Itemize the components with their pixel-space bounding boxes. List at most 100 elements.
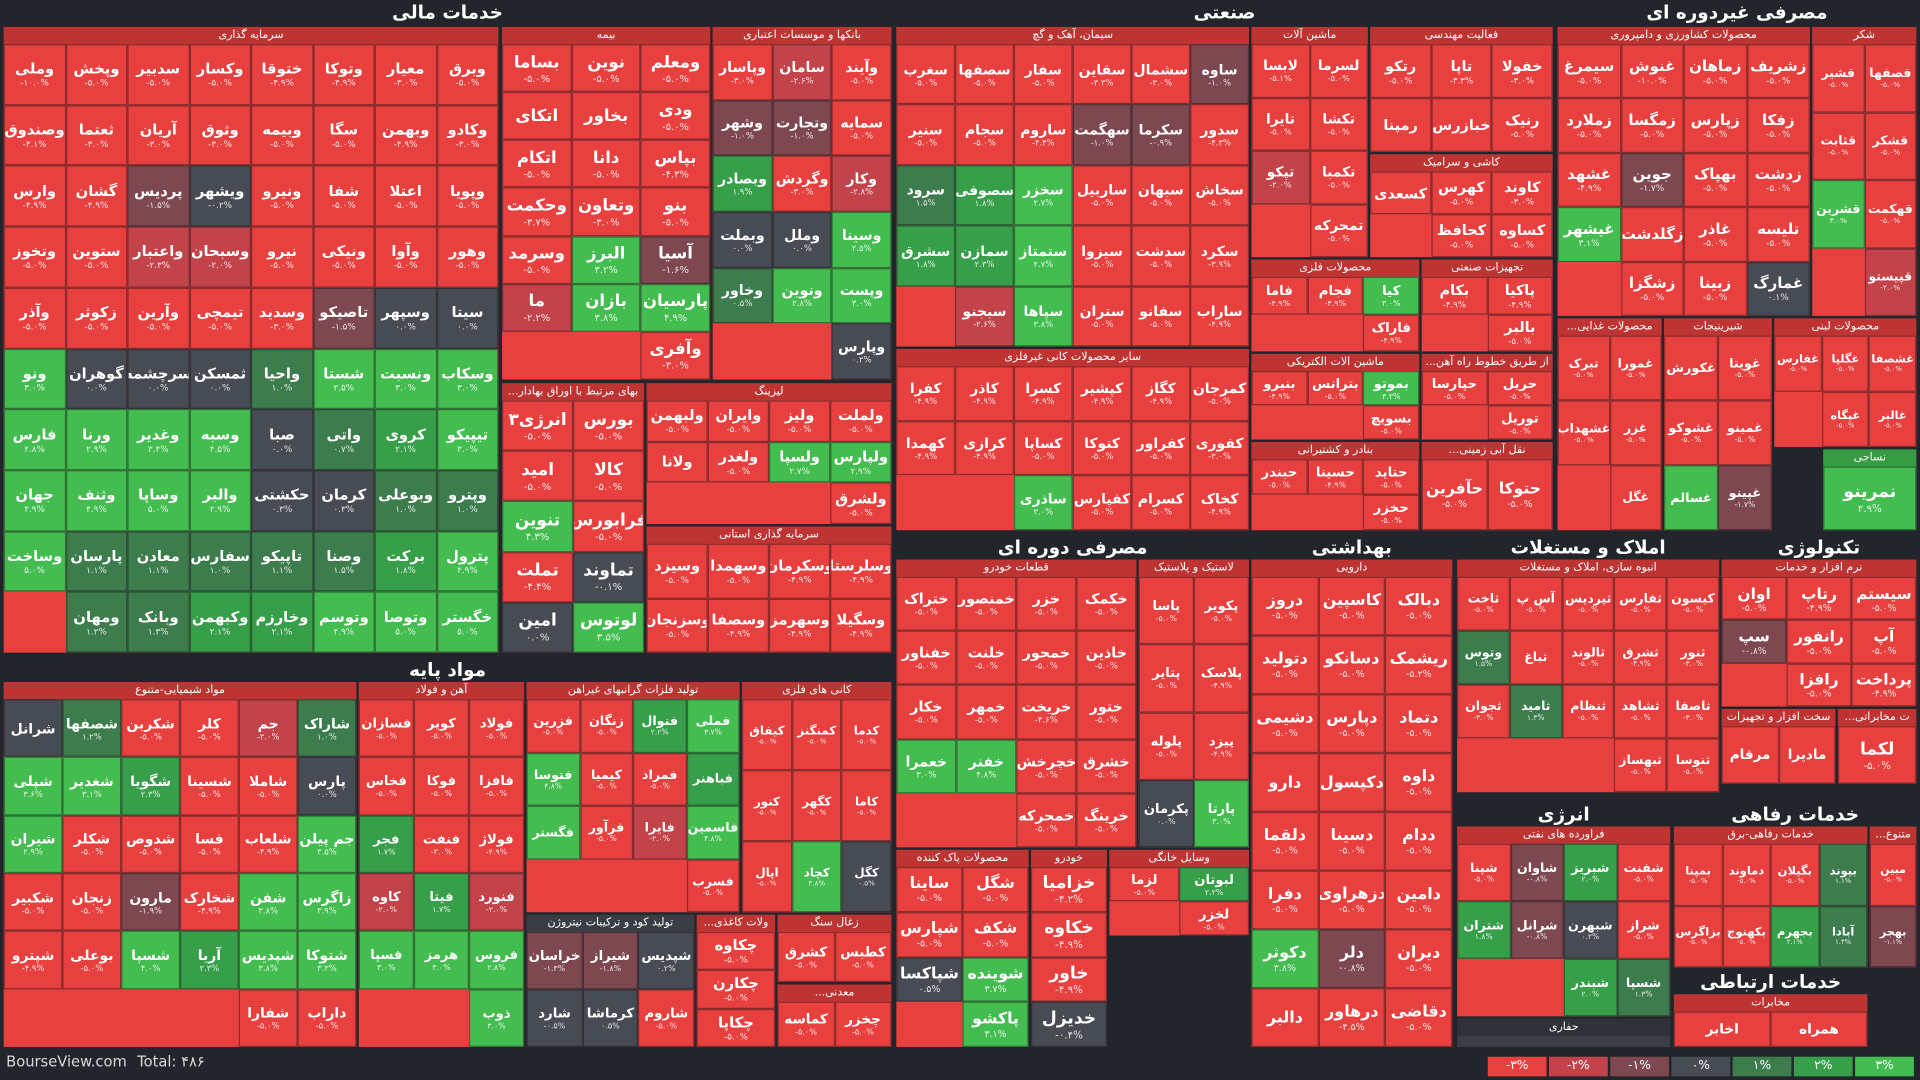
group-title: نرم افزار و خدمات <box>1721 559 1917 577</box>
stock-tile: تیمچی -۵.۰% <box>189 287 252 349</box>
stock-change: -۵.۰% <box>757 808 777 817</box>
stock-tile: وبملت ۰.۰% <box>712 211 773 268</box>
stock-change: -۰.۸% <box>1526 933 1548 942</box>
tile-grid: زشریف -۵.۰% زماهان -۵.۰% غنوش -۱۰.۰% سیمرغ -۵.۰… <box>1557 44 1810 316</box>
stock-change: ۳.۸% <box>594 311 618 324</box>
stock-tile: سشرق ۱.۸% <box>896 225 956 287</box>
stock-tile: زنگان -۵.۰% <box>579 699 634 753</box>
stock-name: کخاک <box>1200 489 1239 507</box>
stock-change: -۵.۰% <box>1788 366 1808 374</box>
stock-tile: ختوقا -۴.۹% <box>251 44 313 105</box>
sector-group: ...معدنی چخزر -۵.۰% کماسه -۵.۰% <box>777 984 892 1047</box>
stock-tile: دبالک -۵.۰% <box>1385 576 1453 636</box>
stock-change: -۴.۹% <box>485 847 508 857</box>
stock-name: فخاس <box>365 773 407 790</box>
stock-change: ۲.۰% <box>1581 990 1600 1000</box>
stock-change: -۵.۰% <box>139 847 162 858</box>
stock-change: -۵.۰% <box>1388 74 1413 86</box>
stock-name: سرود <box>906 181 945 199</box>
stock-name: دقاضی <box>1390 1002 1447 1022</box>
stock-tile: دامین -۵.۰% <box>1385 870 1453 930</box>
stock-change: -۲.۶% <box>790 75 814 86</box>
stock-tile: خرینگ -۵.۰% <box>1076 793 1137 848</box>
stock-name: شبندر <box>1571 975 1610 991</box>
stock-tile: داوه -۵.۰% <box>1385 753 1453 812</box>
stock-change: -۴.۹% <box>1324 298 1347 309</box>
stock-change: -۵.۰% <box>1703 183 1728 195</box>
stock-tile: اپال -۵.۰% <box>742 841 792 913</box>
stock-tile: خچرخش -۵.۰% <box>1016 739 1077 794</box>
group-title: خدمات رفاهی-برق <box>1673 826 1868 844</box>
stock-change: -۵.۰% <box>807 737 827 746</box>
stock-change: ۲.۷% <box>789 465 810 477</box>
stock-name: شگل <box>976 874 1015 894</box>
stock-change: -۳.۰% <box>1208 451 1231 462</box>
stock-name: خچرخش <box>1016 752 1077 770</box>
stock-tile: کگاز -۴.۹% <box>1131 366 1191 421</box>
stock-change: ۱.۵% <box>1474 660 1493 669</box>
stock-tile: غکورش <box>1664 335 1718 401</box>
stock-change: ۰.۲% <box>656 963 676 974</box>
stock-tile: کرماشا ۰.۵% <box>582 989 639 1047</box>
stock-tile: غفارس -۵.۰% <box>1774 335 1822 392</box>
stock-change: ۳.۰% <box>432 963 451 973</box>
stock-tile: ثشرق -۴.۹% <box>1614 630 1667 685</box>
tile-grid: چکاوه -۵.۰% چکارن -۵.۰% چکاپا -۵.۰% <box>696 931 776 1047</box>
stock-name: فملی <box>695 714 731 729</box>
sector-group: حفاری <box>1457 1018 1671 1047</box>
stock-change: -۵.۰% <box>1639 291 1665 303</box>
stock-tile: سرچشمه ۰.۰% <box>127 348 190 410</box>
stock-change: -۴.۹% <box>973 397 996 407</box>
stock-change: ۵.۰% <box>395 625 416 637</box>
stock-name: کساوه <box>1499 221 1546 239</box>
stock-name: فنوال <box>641 714 679 729</box>
stock-name: چخزر <box>845 1011 881 1028</box>
stock-name: صبا <box>269 425 295 443</box>
stock-tile: کتوکا -۵.۰% <box>1072 420 1132 476</box>
stock-tile: ستران -۵.۰% <box>1072 286 1132 347</box>
stock-change: -۳.۰% <box>1510 74 1534 86</box>
stock-name: غالبر <box>1878 408 1907 423</box>
stock-change: -۵.۰% <box>726 465 751 477</box>
stock-name: کیمیا <box>590 767 622 783</box>
stock-tile: تمحرکه -۵.۰% <box>1309 203 1368 258</box>
stock-change: -۵.۰% <box>982 893 1009 905</box>
stock-name: وسصفا <box>711 611 766 629</box>
stock-tile: وسرمد -۵.۰% <box>502 235 572 284</box>
stock-change: -۴.۱% <box>22 138 47 150</box>
stock-change: -۵.۰% <box>856 808 877 817</box>
stock-name: فاسمین <box>687 820 739 836</box>
stock-name: سکرد <box>1200 242 1239 260</box>
stock-tile: سامان -۲.۶% <box>772 44 832 100</box>
group-title: ...بهای مرتبط با اوراق بهادار <box>502 383 645 401</box>
stock-tile: خمحور -۵.۰% <box>1016 630 1077 685</box>
stock-change: -۵.۰% <box>430 789 453 799</box>
stock-tile: تاپیکو ۱.۱% <box>251 530 313 592</box>
sector-group: محصولات پاک کننده شگل -۵.۰% ساینا -۵.۰% شکف -۵… <box>896 849 1029 1047</box>
sector-title: خدمات مالی <box>392 1 503 24</box>
stock-tile: ودی -۵.۰% <box>640 92 711 140</box>
stock-change: -۵.۰% <box>1766 237 1791 249</box>
stock-name: وپست <box>839 282 884 300</box>
stock-tile: پارسیان ۴.۹% <box>640 283 711 332</box>
stock-name: سخزر <box>1023 181 1064 199</box>
stock-tile: ذوب ۳.۰% <box>468 988 525 1047</box>
stock-tile: ساینا -۵.۰% <box>896 866 963 912</box>
stock-name: وثنف <box>77 486 116 504</box>
stock-tile: فتوسا ۴.۸% <box>526 752 580 806</box>
stock-tile: دیران -۵.۰% <box>1385 929 1453 989</box>
stock-name: خاذین <box>1085 644 1127 662</box>
legend-item: -۲% <box>1548 1056 1608 1077</box>
stock-name: وبملت <box>720 226 765 244</box>
stock-name: فرآور <box>588 820 625 836</box>
stock-name: بمپنا <box>1685 864 1711 878</box>
stock-name: سیتا <box>451 303 484 321</box>
stock-tile: دپارس -۵.۰% <box>1318 694 1386 754</box>
stock-change: -۰.۲% <box>208 199 233 211</box>
stock-name: سامان <box>779 58 825 76</box>
stock-tile: ورنا ۲.۹% <box>65 409 128 471</box>
stock-name: ثشرق <box>1622 646 1659 661</box>
stock-tile: رتاپ -۴.۹% <box>1786 576 1852 620</box>
stock-tile: قصفها -۵.۰% <box>1864 44 1917 113</box>
stock-tile: کالا -۵.۰% <box>573 450 645 502</box>
